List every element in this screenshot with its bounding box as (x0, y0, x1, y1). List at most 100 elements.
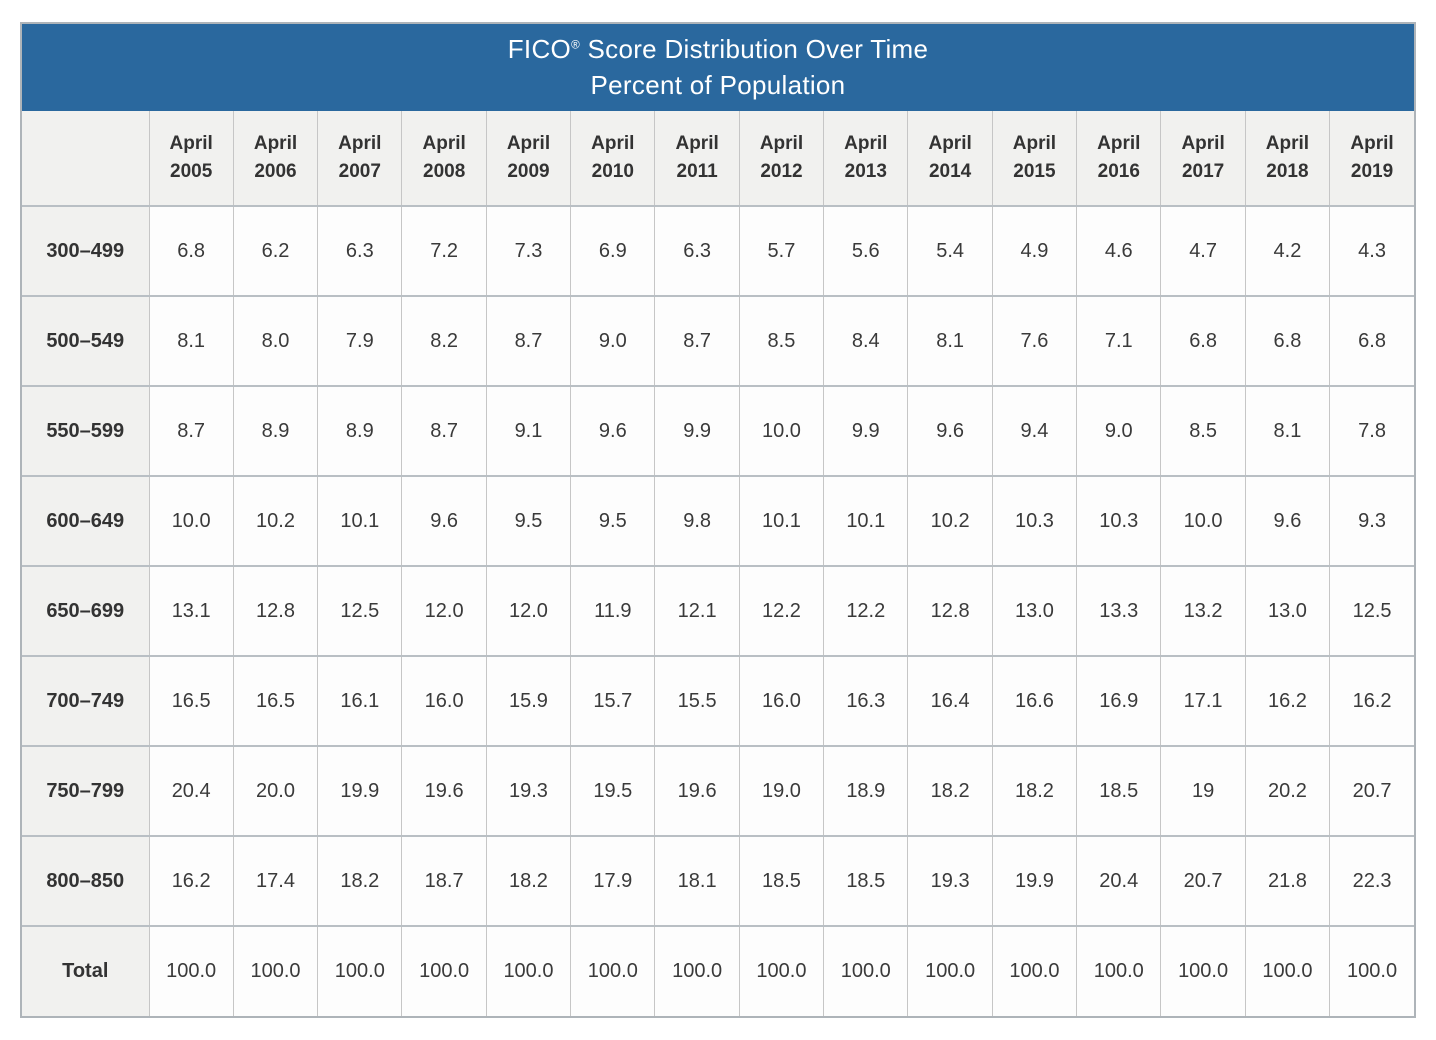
cell: 6.8 (1160, 296, 1246, 386)
cell: 7.6 (991, 296, 1077, 386)
column-header-2005: April 2005 (148, 111, 234, 206)
cell: 13.3 (1076, 566, 1161, 656)
cell: 9.0 (570, 296, 655, 386)
cell: 12.5 (317, 566, 402, 656)
cell: 18.2 (485, 836, 571, 926)
cell: 100.0 (823, 926, 908, 1016)
cell: 5.6 (823, 206, 908, 296)
cell: 13.0 (991, 566, 1077, 656)
cell: 18.2 (317, 836, 402, 926)
cell: 20.2 (1244, 746, 1330, 836)
cell: 8.7 (148, 386, 234, 476)
cell: 16.0 (738, 656, 824, 746)
cell: 16.9 (1076, 656, 1161, 746)
cell: 6.3 (317, 206, 402, 296)
cell: 15.5 (654, 656, 740, 746)
cell: 20.4 (1076, 836, 1161, 926)
cell: 8.7 (401, 386, 487, 476)
cell: 9.3 (1329, 476, 1414, 566)
table-row: 800–850 16.2 17.4 18.2 18.7 18.2 17.9 18.1 18.5 1… (22, 836, 1414, 926)
cell: 100.0 (148, 926, 234, 1016)
column-header-2007: April 2007 (317, 111, 402, 206)
cell: 22.3 (1329, 836, 1414, 926)
cell: 9.4 (991, 386, 1077, 476)
cell: 6.2 (232, 206, 318, 296)
cell: 16.0 (401, 656, 487, 746)
cell: 100.0 (570, 926, 655, 1016)
cell: 12.0 (401, 566, 487, 656)
cell: 12.8 (232, 566, 318, 656)
table-row: 600–649 10.0 10.2 10.1 9.6 9.5 9.5 9.8 10.1 10.1 1… (22, 476, 1414, 566)
cell: 100.0 (907, 926, 993, 1016)
cell: 8.9 (232, 386, 318, 476)
cell: 18.2 (991, 746, 1077, 836)
cell: 8.7 (654, 296, 740, 386)
cell: 100.0 (485, 926, 571, 1016)
column-header-2019: April 2019 (1329, 111, 1414, 206)
row-header: 750–799 (22, 746, 149, 836)
row-header: 800–850 (22, 836, 149, 926)
cell: 100.0 (1160, 926, 1246, 1016)
cell: 9.6 (570, 386, 655, 476)
cell: 19 (1160, 746, 1246, 836)
row-header: 300–499 (22, 206, 149, 296)
cell: 7.2 (401, 206, 487, 296)
corner-cell (22, 111, 149, 206)
cell: 4.9 (991, 206, 1077, 296)
cell: 19.6 (401, 746, 487, 836)
cell: 10.3 (991, 476, 1077, 566)
cell: 18.9 (823, 746, 908, 836)
cell: 13.2 (1160, 566, 1246, 656)
cell: 9.5 (485, 476, 571, 566)
column-header-2008: April 2008 (401, 111, 487, 206)
table-title-line1: FICO® Score Distribution Over Time (507, 34, 929, 65)
cell: 16.3 (823, 656, 908, 746)
cell: 12.8 (907, 566, 993, 656)
cell: 20.7 (1329, 746, 1414, 836)
column-header-2014: April 2014 (907, 111, 993, 206)
column-header-2011: April 2011 (654, 111, 740, 206)
cell: 11.9 (570, 566, 655, 656)
column-header-2013: April 2013 (823, 111, 908, 206)
cell: 18.5 (1076, 746, 1161, 836)
column-header-row: April 2005 April 2006 April 2007 April 2008 Apri… (22, 111, 1414, 206)
cell: 16.5 (232, 656, 318, 746)
cell: 12.2 (738, 566, 824, 656)
column-header-2006: April 2006 (232, 111, 318, 206)
cell: 18.5 (823, 836, 908, 926)
table-row: 750–799 20.4 20.0 19.9 19.6 19.3 19.5 19.6 19.0 1… (22, 746, 1414, 836)
column-header-2009: April 2009 (485, 111, 571, 206)
cell: 6.3 (654, 206, 740, 296)
fico-table-frame: FICO® Score Distribution Over Time Perce… (20, 22, 1416, 1018)
row-header: 550–599 (22, 386, 149, 476)
cell: 8.1 (907, 296, 993, 386)
cell: 8.7 (485, 296, 571, 386)
cell: 100.0 (401, 926, 487, 1016)
cell: 12.5 (1329, 566, 1414, 656)
cell: 20.0 (232, 746, 318, 836)
cell: 4.2 (1244, 206, 1330, 296)
cell: 10.2 (232, 476, 318, 566)
cell: 8.1 (148, 296, 234, 386)
column-header-2016: April 2016 (1076, 111, 1161, 206)
cell: 100.0 (1076, 926, 1161, 1016)
cell: 6.8 (148, 206, 234, 296)
cell: 12.2 (823, 566, 908, 656)
row-header: Total (22, 926, 149, 1016)
cell: 9.6 (401, 476, 487, 566)
cell: 8.5 (738, 296, 824, 386)
cell: 10.3 (1076, 476, 1161, 566)
cell: 100.0 (1329, 926, 1414, 1016)
cell: 10.1 (738, 476, 824, 566)
cell: 10.0 (738, 386, 824, 476)
table-head: April 2005 April 2006 April 2007 April 2008 Apri… (22, 111, 1414, 206)
cell: 100.0 (232, 926, 318, 1016)
cell: 15.9 (485, 656, 571, 746)
table-title-bar: FICO® Score Distribution Over Time Perce… (22, 24, 1414, 111)
table-body: 300–499 6.8 6.2 6.3 7.2 7.3 6.9 6.3 5.7 5.6 5.4 4.9… (22, 206, 1414, 1016)
cell: 10.0 (1160, 476, 1246, 566)
fico-score-table: April 2005 April 2006 April 2007 April 2008 Apri… (22, 111, 1414, 1016)
table-row: 700–749 16.5 16.5 16.1 16.0 15.9 15.7 15.5 16.0 1… (22, 656, 1414, 746)
table-row: Total 100.0 100.0 100.0 100.0 100.0 100.0 100.0… (22, 926, 1414, 1016)
cell: 6.9 (570, 206, 655, 296)
